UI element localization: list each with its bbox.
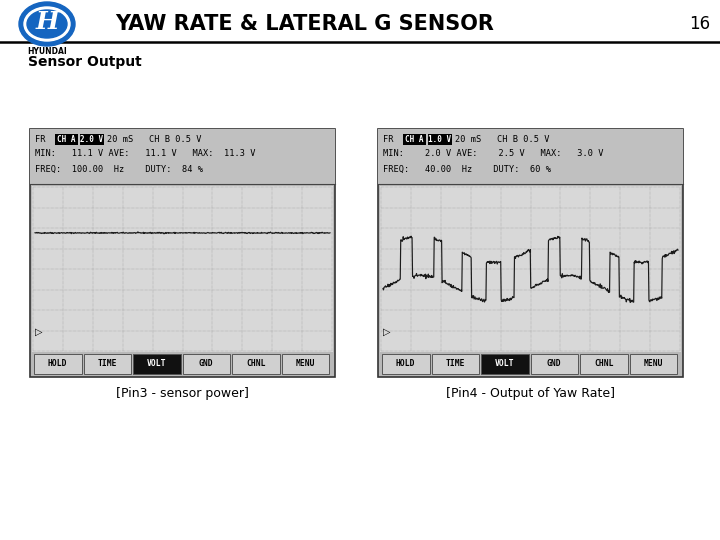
- Text: 1.0 V: 1.0 V: [428, 134, 451, 144]
- Bar: [531, 354, 578, 374]
- Bar: [378, 129, 683, 377]
- Text: Sensor Output: Sensor Output: [28, 55, 142, 69]
- Text: VOLT: VOLT: [147, 360, 166, 368]
- Text: HOLD: HOLD: [48, 360, 68, 368]
- Text: MIN:   11.1 V AVE:   11.1 V   MAX:  11.3 V: MIN: 11.1 V AVE: 11.1 V MAX: 11.3 V: [35, 150, 256, 159]
- Text: TIME: TIME: [446, 360, 465, 368]
- Text: CHNL: CHNL: [594, 360, 613, 368]
- Bar: [30, 129, 335, 184]
- Bar: [380, 186, 681, 352]
- Bar: [232, 354, 279, 374]
- Bar: [84, 354, 131, 374]
- Text: TIME: TIME: [97, 360, 117, 368]
- Bar: [34, 354, 81, 374]
- Bar: [428, 133, 452, 145]
- Text: GND: GND: [199, 360, 214, 368]
- Bar: [378, 129, 683, 184]
- Bar: [403, 133, 426, 145]
- Text: YAW RATE & LATERAL G SENSOR: YAW RATE & LATERAL G SENSOR: [115, 14, 494, 34]
- Text: CHNL: CHNL: [246, 360, 266, 368]
- Text: ▷: ▷: [35, 327, 42, 337]
- Text: MIN:    2.0 V AVE:    2.5 V   MAX:   3.0 V: MIN: 2.0 V AVE: 2.5 V MAX: 3.0 V: [383, 150, 603, 159]
- Bar: [32, 186, 333, 352]
- Text: MENU: MENU: [644, 360, 663, 368]
- Text: [Pin4 - Output of Yaw Rate]: [Pin4 - Output of Yaw Rate]: [446, 387, 615, 400]
- Ellipse shape: [19, 2, 75, 46]
- Bar: [80, 133, 104, 145]
- Text: GND: GND: [547, 360, 562, 368]
- Bar: [580, 354, 628, 374]
- Bar: [282, 354, 329, 374]
- Text: ▷: ▷: [383, 327, 390, 337]
- Text: CH A: CH A: [405, 134, 424, 144]
- Text: H: H: [35, 10, 59, 34]
- Text: FREQ:   40.00  Hz    DUTY:  60 %: FREQ: 40.00 Hz DUTY: 60 %: [383, 165, 551, 173]
- Text: CH A: CH A: [58, 134, 76, 144]
- Bar: [481, 354, 528, 374]
- Bar: [30, 129, 335, 377]
- Bar: [431, 354, 479, 374]
- Ellipse shape: [24, 7, 70, 41]
- Text: 20 mS   CH B 0.5 V: 20 mS CH B 0.5 V: [455, 134, 549, 144]
- Text: HYUNDAI: HYUNDAI: [27, 48, 67, 57]
- Text: FREQ:  100.00  Hz    DUTY:  84 %: FREQ: 100.00 Hz DUTY: 84 %: [35, 165, 203, 173]
- Bar: [55, 133, 78, 145]
- Text: FR: FR: [383, 134, 394, 144]
- Text: 2.0 V: 2.0 V: [81, 134, 104, 144]
- Text: 16: 16: [690, 15, 711, 33]
- Bar: [629, 354, 677, 374]
- Text: MENU: MENU: [295, 360, 315, 368]
- Text: VOLT: VOLT: [495, 360, 515, 368]
- Bar: [382, 354, 430, 374]
- Bar: [182, 354, 230, 374]
- Text: [Pin3 - sensor power]: [Pin3 - sensor power]: [116, 387, 249, 400]
- Text: 20 mS   CH B 0.5 V: 20 mS CH B 0.5 V: [107, 134, 202, 144]
- Ellipse shape: [27, 10, 67, 38]
- Text: FR: FR: [35, 134, 45, 144]
- Bar: [133, 354, 181, 374]
- Text: HOLD: HOLD: [396, 360, 415, 368]
